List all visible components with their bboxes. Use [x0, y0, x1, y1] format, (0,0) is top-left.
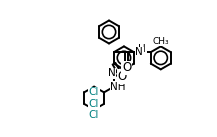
Text: Cl: Cl [89, 110, 99, 120]
Text: O: O [122, 61, 131, 74]
Text: N: N [108, 68, 116, 78]
Text: H: H [138, 44, 146, 54]
Text: O: O [117, 70, 126, 83]
Text: NH: NH [110, 82, 126, 92]
Text: Cl: Cl [89, 99, 99, 109]
Text: CH₃: CH₃ [152, 37, 169, 46]
Text: N: N [135, 47, 143, 57]
Text: Cl: Cl [89, 87, 99, 97]
